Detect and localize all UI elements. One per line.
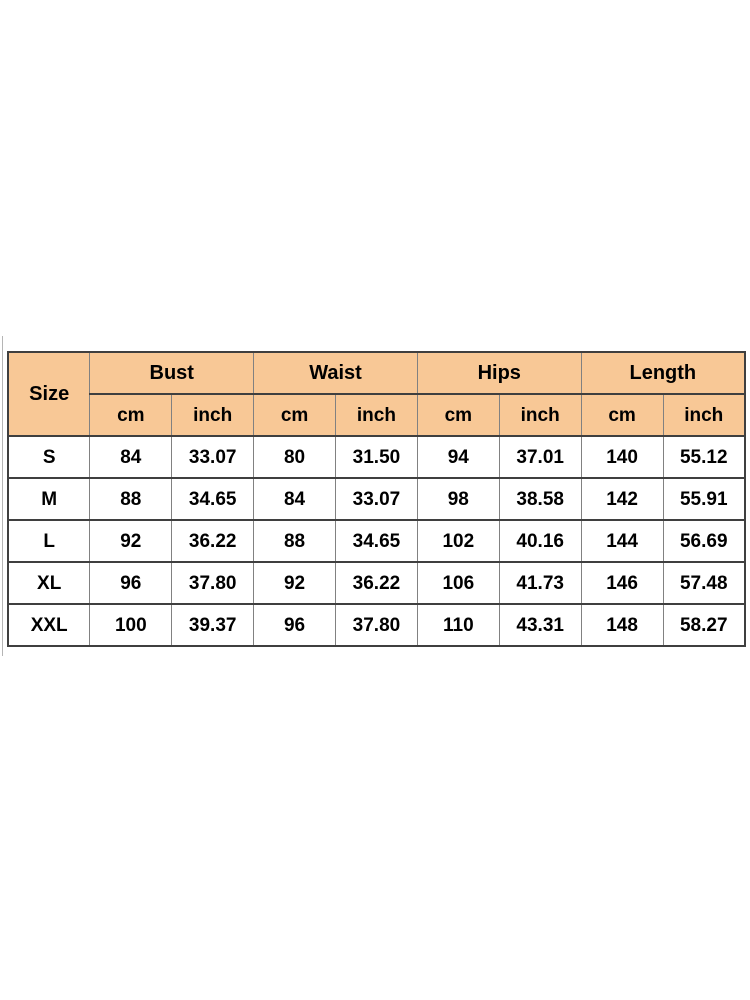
unit-header-length-cm: cm [580,393,664,437]
value-cell: 31.50 [335,435,418,479]
value-cell: 110 [416,603,500,647]
group-header-waist: Waist [253,351,418,395]
value-cell: 148 [580,603,664,647]
unit-header-bust-cm: cm [89,393,173,437]
value-cell: 34.65 [335,519,418,563]
row-header-size: XXL [7,603,91,647]
value-cell: 100 [89,603,173,647]
value-cell: 94 [416,435,500,479]
size-column-header: Size [7,351,91,437]
size-chart-table: Size Bust Waist Hips Length cm inch cm i… [7,351,746,647]
unit-header-waist-inch: inch [335,393,418,437]
value-cell: 140 [580,435,664,479]
value-cell: 102 [416,519,500,563]
value-cell: 84 [253,477,336,521]
unit-header-hips-cm: cm [416,393,500,437]
value-cell: 33.07 [171,435,255,479]
value-cell: 88 [253,519,336,563]
value-cell: 40.16 [498,519,582,563]
unit-header-hips-inch: inch [498,393,582,437]
value-cell: 38.58 [498,477,582,521]
value-cell: 57.48 [662,561,746,605]
value-cell: 146 [580,561,664,605]
value-cell: 96 [253,603,336,647]
value-cell: 41.73 [498,561,582,605]
value-cell: 39.37 [171,603,255,647]
left-edge-line [2,336,3,656]
value-cell: 55.91 [662,477,746,521]
value-cell: 92 [89,519,173,563]
value-cell: 43.31 [498,603,582,647]
unit-header-row: cm inch cm inch cm inch cm inch [8,393,746,437]
row-header-size: XL [7,561,91,605]
value-cell: 80 [253,435,336,479]
unit-header-length-inch: inch [662,393,746,437]
table-row-s: S 84 33.07 80 31.50 94 37.01 140 55.12 [7,435,746,479]
group-header-row: Size Bust Waist Hips Length [7,351,746,437]
value-cell: 37.01 [498,435,582,479]
unit-header-waist-cm: cm [253,393,336,437]
value-cell: 37.80 [335,603,418,647]
unit-header-bust-inch: inch [171,393,255,437]
value-cell: 36.22 [335,561,418,605]
value-cell: 55.12 [662,435,746,479]
value-cell: 144 [580,519,664,563]
value-cell: 96 [89,561,173,605]
value-cell: 88 [89,477,173,521]
table-row-xxl: XXL 100 39.37 96 37.80 110 43.31 148 58.… [7,603,746,647]
table-row-m: M 88 34.65 84 33.07 98 38.58 142 55.91 [7,477,746,521]
value-cell: 34.65 [171,477,255,521]
value-cell: 37.80 [171,561,255,605]
value-cell: 98 [416,477,500,521]
value-cell: 84 [89,435,173,479]
group-header-length: Length [580,351,746,395]
row-header-size: L [7,519,91,563]
value-cell: 33.07 [335,477,418,521]
value-cell: 142 [580,477,664,521]
value-cell: 92 [253,561,336,605]
value-cell: 106 [416,561,500,605]
value-cell: 56.69 [662,519,746,563]
row-header-size: S [7,435,91,479]
value-cell: 58.27 [662,603,746,647]
table-row-xl: XL 96 37.80 92 36.22 106 41.73 146 57.48 [7,561,746,605]
value-cell: 36.22 [171,519,255,563]
group-header-bust: Bust [89,351,255,395]
group-header-hips: Hips [416,351,582,395]
table-row-l: L 92 36.22 88 34.65 102 40.16 144 56.69 [7,519,746,563]
row-header-size: M [7,477,91,521]
